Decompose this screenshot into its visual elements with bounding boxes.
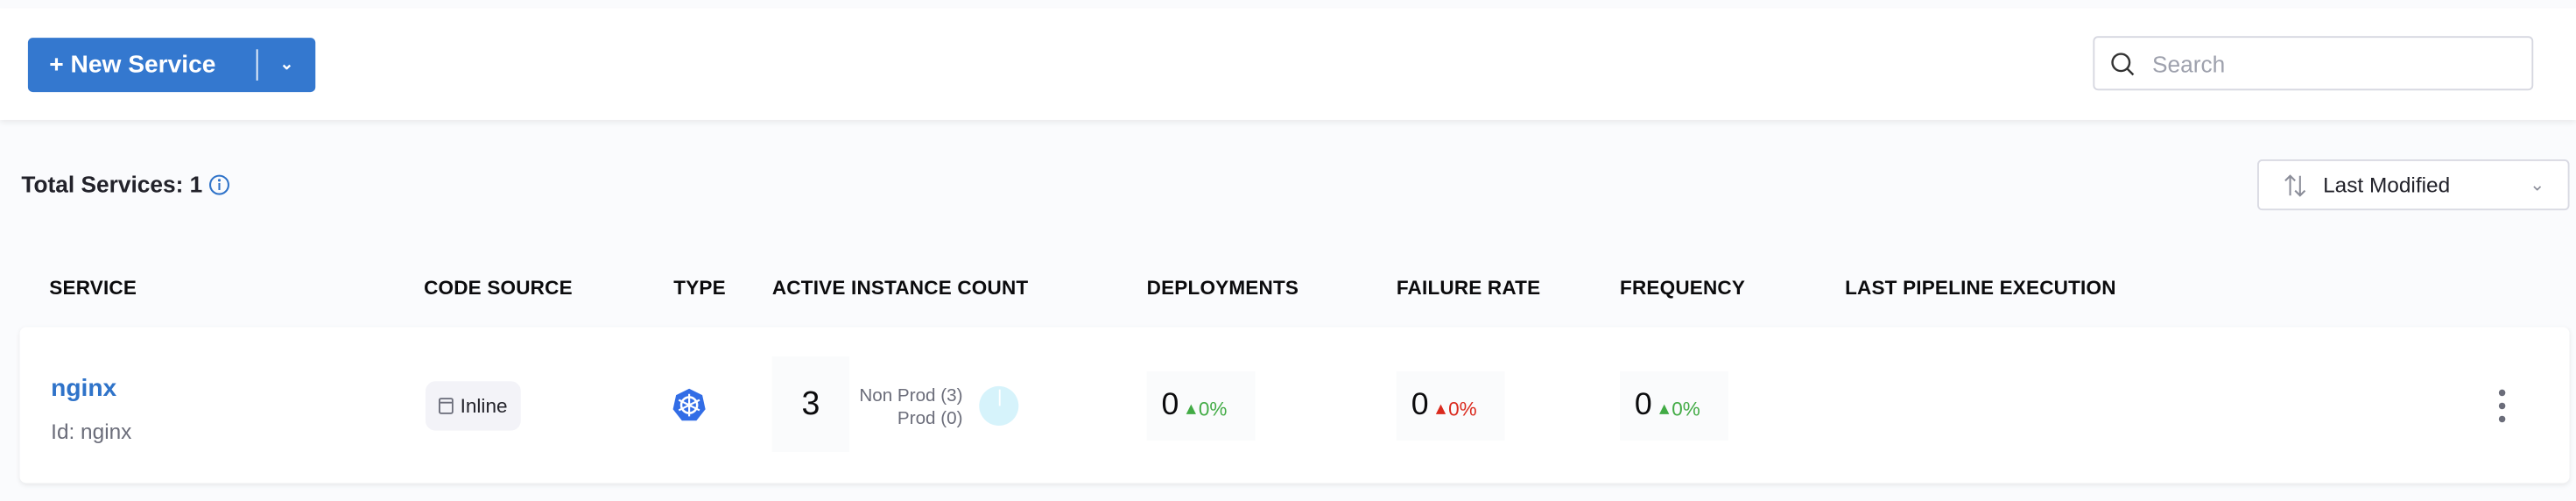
deployments-change: 0%: [1185, 398, 1228, 421]
column-header-code-source: CODE SOURCE: [424, 276, 573, 300]
deployments-metric: 0 0%: [1146, 371, 1256, 441]
frequency-metric: 0 0%: [1620, 371, 1728, 441]
total-services-label: Total Services: 1: [21, 171, 203, 198]
sort-icon: [2284, 173, 2306, 196]
arrow-up-icon: [1185, 404, 1196, 414]
frequency-change: 0%: [1658, 398, 1700, 420]
instance-pie-chart: [979, 385, 1019, 426]
column-header-service[interactable]: SERVICE: [49, 276, 137, 300]
failure-rate-value: 0: [1411, 387, 1429, 423]
column-header-type: TYPE: [673, 276, 726, 300]
failure-rate-metric: 0 0%: [1396, 371, 1505, 441]
deployments-value: 0: [1161, 387, 1179, 423]
info-icon[interactable]: [209, 173, 230, 194]
divider: [256, 49, 258, 81]
code-source-label: Inline: [460, 394, 508, 418]
search-icon: [2111, 52, 2135, 75]
total-services: Total Services: 1: [21, 171, 230, 197]
environment-breakdown: Non Prod (3) Prod (0): [838, 385, 963, 431]
table-row[interactable]: [19, 327, 2570, 483]
more-options-icon[interactable]: [2495, 389, 2509, 423]
active-instance-count: 3: [771, 356, 850, 452]
frequency-value: 0: [1634, 387, 1652, 423]
sort-selected: Last Modified: [2323, 173, 2451, 198]
chevron-down-icon: ⌄: [2530, 175, 2545, 196]
new-service-label: + New Service: [49, 51, 216, 80]
search-input[interactable]: [2149, 48, 2517, 79]
column-header-failure-rate: FAILURE RATE: [1396, 276, 1541, 300]
column-header-active-instance-count: ACTIVE INSTANCE COUNT: [771, 276, 1029, 300]
column-header-frequency: FREQUENCY: [1620, 276, 1746, 300]
sort-dropdown[interactable]: Last Modified ⌄: [2257, 159, 2570, 211]
non-prod-count: Non Prod (3): [859, 385, 963, 406]
deployments-change-value: 0%: [1198, 398, 1228, 421]
column-header-last-pipeline-execution: LAST PIPELINE EXECUTION: [1845, 276, 2116, 300]
service-name-link[interactable]: nginx: [51, 374, 117, 403]
service-id: Id: nginx: [51, 419, 132, 444]
column-header-deployments: DEPLOYMENTS: [1146, 276, 1299, 300]
code-file-icon: [439, 398, 454, 414]
failure-rate-change-value: 0%: [1448, 398, 1477, 421]
code-source-badge: Inline: [425, 381, 521, 431]
arrow-up-icon: [1658, 404, 1669, 414]
arrow-up-icon: [1435, 404, 1446, 414]
failure-rate-change: 0%: [1435, 398, 1477, 420]
prod-count: Prod (0): [897, 409, 963, 429]
search-box[interactable]: [2093, 36, 2534, 91]
chevron-down-icon[interactable]: ⌄: [279, 55, 294, 74]
kubernetes-icon: [672, 388, 706, 421]
new-service-button[interactable]: + New Service ⌄: [27, 38, 316, 93]
frequency-change-value: 0%: [1672, 398, 1700, 421]
